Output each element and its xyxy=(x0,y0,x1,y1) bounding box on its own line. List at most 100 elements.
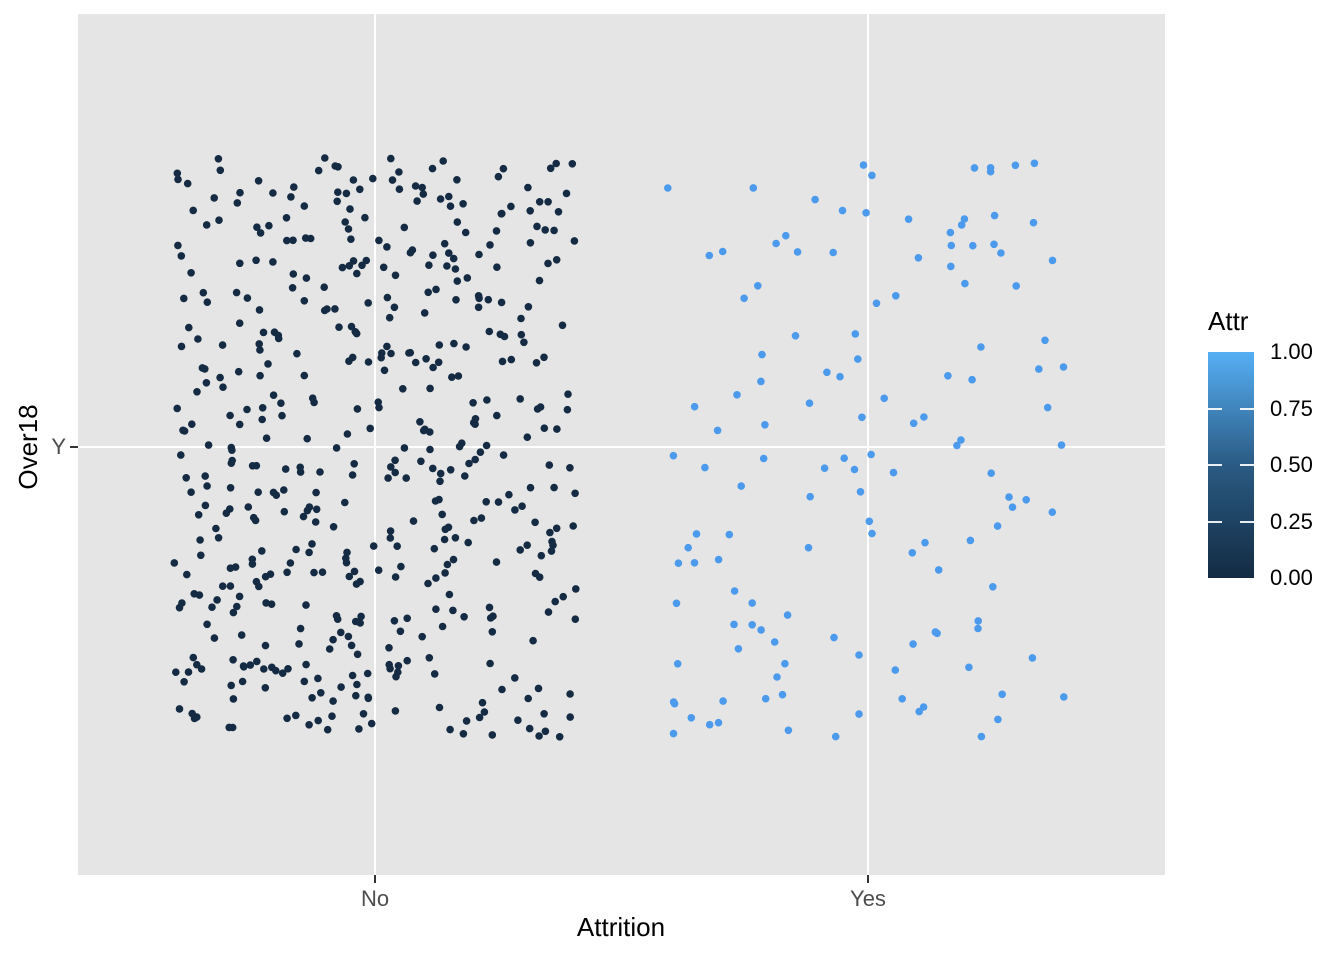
data-point xyxy=(540,710,548,718)
data-point xyxy=(393,542,402,550)
data-point xyxy=(233,602,241,611)
data-point xyxy=(571,489,579,498)
data-point xyxy=(203,620,211,629)
data-point xyxy=(568,160,577,168)
data-point xyxy=(804,543,813,552)
data-point xyxy=(391,456,399,465)
data-point xyxy=(436,195,445,203)
data-point xyxy=(532,359,541,367)
data-point xyxy=(282,214,291,222)
data-point xyxy=(255,306,264,314)
data-point xyxy=(674,559,683,567)
series-yes-points xyxy=(664,159,1068,741)
data-point xyxy=(385,313,394,322)
data-point xyxy=(851,330,860,338)
data-point xyxy=(341,218,350,226)
data-point xyxy=(684,543,692,552)
data-point xyxy=(383,293,392,302)
data-point xyxy=(201,501,210,510)
data-point xyxy=(386,664,394,673)
data-point xyxy=(234,367,243,376)
data-point xyxy=(180,678,188,686)
data-point xyxy=(342,558,351,567)
data-point xyxy=(990,240,998,249)
data-point xyxy=(289,270,298,278)
data-point xyxy=(464,538,473,547)
data-point xyxy=(244,503,253,511)
data-point xyxy=(305,503,314,511)
data-point xyxy=(569,522,577,530)
legend-tick-label: 0.00 xyxy=(1270,565,1313,590)
data-point xyxy=(690,559,699,567)
data-point xyxy=(455,442,464,451)
data-point xyxy=(264,360,272,368)
data-point xyxy=(254,177,263,185)
data-point xyxy=(287,193,295,201)
data-point xyxy=(859,161,868,169)
data-point xyxy=(492,558,501,566)
data-point xyxy=(399,385,407,393)
data-point xyxy=(359,710,368,718)
data-point xyxy=(714,718,723,727)
data-point xyxy=(305,721,313,729)
data-point xyxy=(498,209,506,218)
data-point xyxy=(445,249,453,257)
data-point xyxy=(459,730,468,738)
data-point xyxy=(333,615,342,623)
data-point xyxy=(289,236,297,245)
data-point xyxy=(541,727,550,736)
data-point xyxy=(987,469,995,478)
data-point xyxy=(396,627,405,636)
data-point xyxy=(421,425,429,434)
data-point xyxy=(493,411,501,420)
data-point xyxy=(295,640,303,648)
data-point xyxy=(333,197,341,206)
data-point xyxy=(364,358,373,366)
data-point xyxy=(748,599,756,607)
data-point xyxy=(194,335,202,343)
data-point xyxy=(196,536,204,544)
colorbar-tick xyxy=(1240,520,1254,523)
data-point xyxy=(535,198,544,206)
data-point xyxy=(345,357,353,366)
data-point xyxy=(914,254,923,262)
data-point xyxy=(314,716,322,725)
data-point xyxy=(265,221,273,230)
data-point xyxy=(664,184,672,192)
data-point xyxy=(993,522,1002,530)
x-axis-title: Attrition xyxy=(576,912,666,942)
data-point xyxy=(342,189,351,198)
data-point xyxy=(1028,654,1037,662)
data-point xyxy=(185,323,193,332)
data-point xyxy=(516,395,524,403)
data-point xyxy=(395,185,404,193)
data-point xyxy=(524,694,532,703)
data-point xyxy=(432,574,440,582)
data-point xyxy=(526,239,535,247)
data-point xyxy=(429,251,437,259)
y-axis-tick xyxy=(70,446,78,448)
data-point xyxy=(1048,508,1057,516)
data-point xyxy=(1035,365,1043,373)
data-point xyxy=(269,258,277,266)
data-point xyxy=(187,488,195,497)
data-point xyxy=(193,660,201,669)
data-point xyxy=(438,622,447,631)
data-point xyxy=(403,656,412,665)
data-point xyxy=(687,714,696,722)
data-point xyxy=(320,306,329,315)
data-point xyxy=(432,605,440,613)
data-point xyxy=(552,256,561,264)
data-point xyxy=(446,202,455,210)
data-point xyxy=(858,413,866,422)
data-point xyxy=(232,288,241,297)
data-point xyxy=(337,628,345,637)
data-point xyxy=(395,168,403,176)
data-point xyxy=(328,712,336,720)
data-point xyxy=(443,560,452,569)
data-point xyxy=(283,568,291,577)
data-point xyxy=(754,282,762,290)
data-point xyxy=(921,538,929,547)
data-point xyxy=(253,223,261,231)
data-point xyxy=(480,708,489,716)
